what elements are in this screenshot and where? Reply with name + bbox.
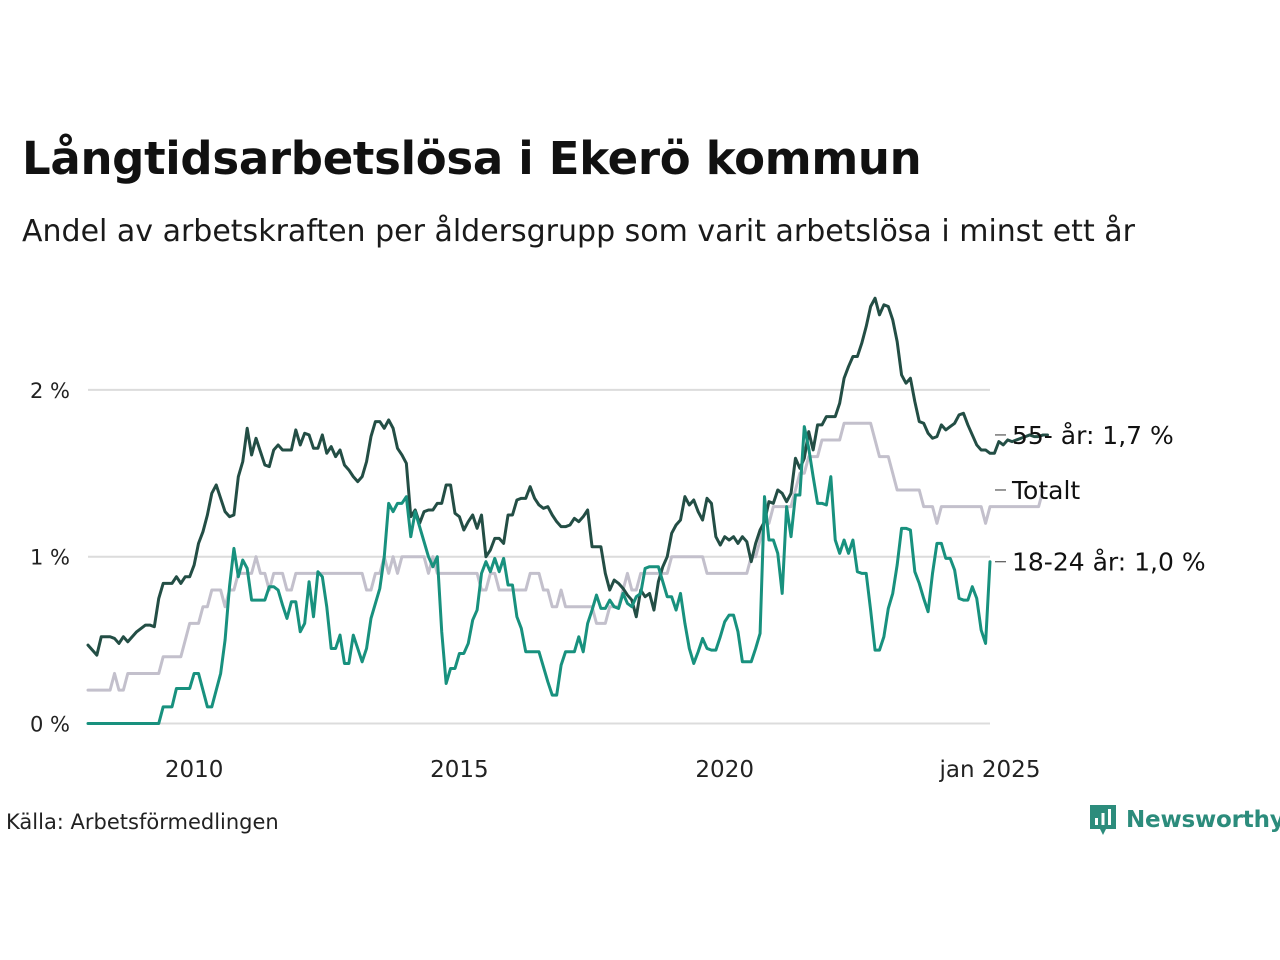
brand-logo[interactable]: Newsworthy	[1088, 803, 1280, 837]
series-end-label: 18-24 år: 1,0 %	[1012, 548, 1206, 577]
brand-name: Newsworthy	[1126, 807, 1280, 833]
x-tick-label: 2010	[165, 757, 224, 783]
chart-subtitle: Andel av arbetskraften per åldersgrupp s…	[22, 214, 1135, 249]
series-lines	[86, 296, 1049, 725]
x-axis-labels: 2010 2015 2020 jan 2025	[165, 757, 1041, 783]
y-axis-labels: 0 % 1 % 2 %	[30, 379, 70, 737]
source-note: Källa: Arbetsförmedlingen	[6, 810, 279, 834]
x-tick-label: 2020	[695, 757, 754, 783]
series-end-label: Totalt	[1011, 476, 1080, 505]
y-tick-label: 0 %	[30, 713, 70, 737]
chart-title: Långtidsarbetslösa i Ekerö kommun	[22, 132, 922, 185]
newsworthy-icon	[1090, 805, 1116, 835]
series-line-2	[86, 425, 992, 725]
x-tick-label: 2015	[430, 757, 489, 783]
y-tick-label: 2 %	[30, 379, 70, 403]
x-tick-label: jan 2025	[939, 757, 1041, 783]
grid-lines	[88, 388, 990, 725]
series-end-label: 55- år: 1,7 %	[1012, 421, 1174, 450]
series-line-1	[86, 296, 1049, 657]
y-tick-label: 1 %	[30, 546, 70, 570]
series-end-labels: 55- år: 1,7 % Totalt 18-24 år: 1,0 %	[995, 421, 1206, 577]
